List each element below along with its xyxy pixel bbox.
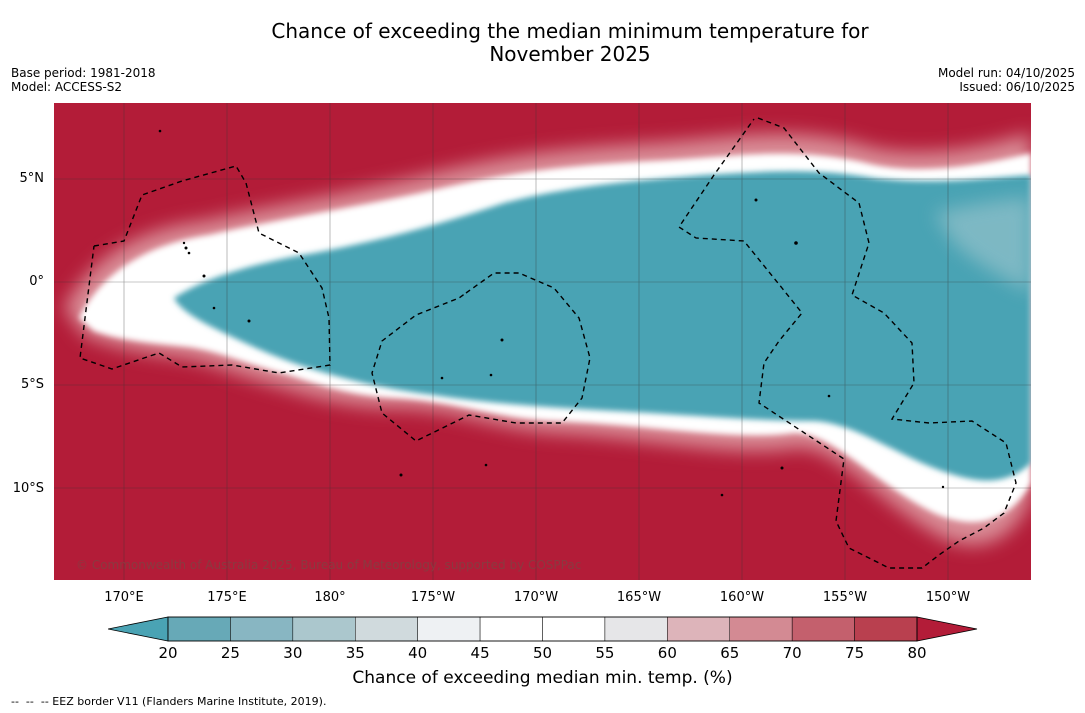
lat-label-0: 0° [29, 274, 44, 289]
colorbar-tick-label: 55 [595, 644, 615, 662]
lat-label-5n: 5°N [19, 171, 45, 186]
eez-border-kiribati-gilbert [79, 165, 331, 374]
colorbar-segment [230, 616, 294, 642]
colorbar-tick-label: 65 [720, 644, 740, 662]
colorbar-segment [355, 616, 418, 642]
colorbar-segment [791, 616, 855, 642]
colorbar-segment [729, 616, 793, 642]
eez-borders [79, 117, 1017, 569]
colorbar-low-extend [108, 616, 169, 642]
lon-label-180: 180° [314, 590, 346, 605]
lon-label-165w: 165°W [616, 590, 662, 605]
meta-left: Base period: 1981-2018 Model: ACCESS-S2 [11, 66, 156, 94]
colorbar-segment [417, 616, 481, 642]
graticule [54, 103, 1031, 580]
title-line-1: Chance of exceeding the median minimum t… [271, 19, 869, 43]
colorbar-tick-label: 35 [345, 644, 365, 662]
colorbar-segment [292, 616, 356, 642]
map-svg [54, 103, 1031, 580]
lon-label-175w: 175°W [410, 590, 456, 605]
colorbar-segment [167, 616, 231, 642]
colorbar-tick-label: 75 [845, 644, 865, 662]
colorbar-segment [542, 616, 606, 642]
colorbar-tick-label: 40 [408, 644, 428, 662]
lon-label-155w: 155°W [822, 590, 868, 605]
colorbar-high-extend [916, 616, 978, 642]
colorbar-tick-label: 30 [283, 644, 303, 662]
issued-date: Issued: 06/10/2025 [959, 80, 1075, 94]
lon-label-170w: 170°W [513, 590, 559, 605]
colorbar-tick-label: 80 [907, 644, 927, 662]
colorbar-tick-label: 60 [657, 644, 677, 662]
title-line-2: November 2025 [489, 42, 651, 66]
eez-border-kiribati-line [678, 117, 1017, 569]
islands [158, 129, 945, 497]
light-teal-patch [934, 198, 1031, 293]
eez-legend-note: -- -- -- EEZ border V11 (Flanders Marine… [11, 695, 327, 708]
colorbar-tick-label: 25 [220, 644, 240, 662]
colorbar-tick-label: 45 [470, 644, 490, 662]
lon-label-160w: 160°W [719, 590, 765, 605]
base-period: Base period: 1981-2018 [11, 66, 156, 80]
copyright-notice: © Commonwealth of Australia 2025, Bureau… [76, 558, 582, 572]
colorbar-segment [667, 616, 730, 642]
colorbar-segment [479, 616, 543, 642]
colorbar-segment [604, 616, 668, 642]
lat-label-10s: 10°S [12, 481, 44, 496]
eez-border-kiribati-phoenix [371, 272, 591, 442]
lon-label-170e: 170°E [104, 590, 144, 605]
lon-label-150w: 150°W [925, 590, 971, 605]
colorbar [108, 616, 978, 642]
colorbar-tick-label: 70 [782, 644, 802, 662]
model-name: Model: ACCESS-S2 [11, 80, 123, 94]
model-run: Model run: 04/10/2025 [937, 66, 1075, 80]
colorbar-outline [167, 616, 918, 642]
below-median-region [174, 171, 1031, 481]
meta-right: Model run: 04/10/2025 Issued: 06/10/2025 [938, 66, 1075, 94]
colorbar-segment [854, 616, 918, 642]
map-panel [54, 103, 1031, 580]
colorbar-tick-label: 20 [158, 644, 178, 662]
lat-label-5s: 5°S [20, 377, 44, 392]
lon-label-175e: 175°E [207, 590, 247, 605]
colorbar-tick-label: 50 [532, 644, 553, 662]
colorbar-title: Chance of exceeding median min. temp. (%… [352, 668, 733, 688]
chart-title: Chance of exceeding the median minimum t… [130, 20, 1010, 66]
colorbar-segments [167, 616, 918, 642]
